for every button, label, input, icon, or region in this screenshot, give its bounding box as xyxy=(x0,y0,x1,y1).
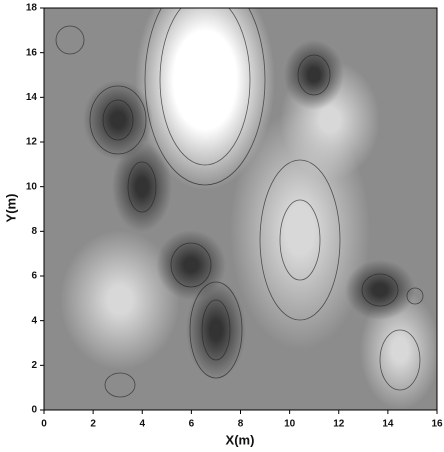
y-tick-label: 4 xyxy=(31,315,37,326)
x-tick-label: 6 xyxy=(189,419,195,430)
x-tick-label: 4 xyxy=(139,419,145,430)
x-tick-label: 10 xyxy=(284,419,296,430)
y-tick-label: 0 xyxy=(31,405,37,416)
x-tick-label: 14 xyxy=(382,419,394,430)
x-axis-label: X(m) xyxy=(226,432,255,447)
y-tick-label: 14 xyxy=(26,92,38,103)
contour-field xyxy=(44,8,437,410)
y-tick-label: 6 xyxy=(31,271,37,282)
y-tick-label: 12 xyxy=(26,137,38,148)
x-tick-label: 12 xyxy=(333,419,345,430)
y-tick-label: 16 xyxy=(26,47,38,58)
y-tick-label: 2 xyxy=(31,360,37,371)
y-axis-label: Y(m) xyxy=(3,194,18,223)
x-tick-label: 16 xyxy=(431,419,443,430)
y-tick-label: 18 xyxy=(26,3,38,14)
x-tick-label: 0 xyxy=(41,419,47,430)
x-tick-label: 2 xyxy=(90,419,96,430)
y-tick-label: 10 xyxy=(26,181,38,192)
x-tick-label: 8 xyxy=(238,419,244,430)
y-tick-label: 8 xyxy=(31,226,37,237)
